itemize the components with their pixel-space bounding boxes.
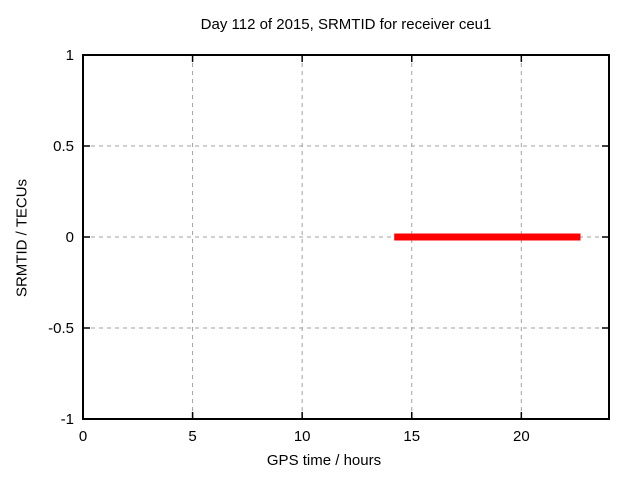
y-tick-label: -0.5 (48, 320, 74, 337)
chart-title: Day 112 of 2015, SRMTID for receiver ceu… (200, 16, 492, 33)
y-tick-label: -1 (61, 411, 74, 428)
x-tick-label: 20 (513, 428, 530, 445)
plot-border (82, 54, 610, 420)
x-axis-label: GPS time / hours (266, 452, 382, 469)
x-tick-label: 5 (188, 428, 196, 445)
x-tick-labels: 0 5 10 15 20 (79, 428, 530, 445)
y-tick-label: 0.5 (53, 138, 74, 155)
y-tick-label: 0 (66, 229, 74, 246)
x-tick-label: 15 (403, 428, 420, 445)
x-tick-label: 10 (294, 428, 311, 445)
y-tick-labels: 1 0.5 0 -0.5 -1 (48, 47, 74, 428)
y-tick-label: 1 (66, 47, 74, 64)
x-tick-label: 0 (79, 428, 87, 445)
